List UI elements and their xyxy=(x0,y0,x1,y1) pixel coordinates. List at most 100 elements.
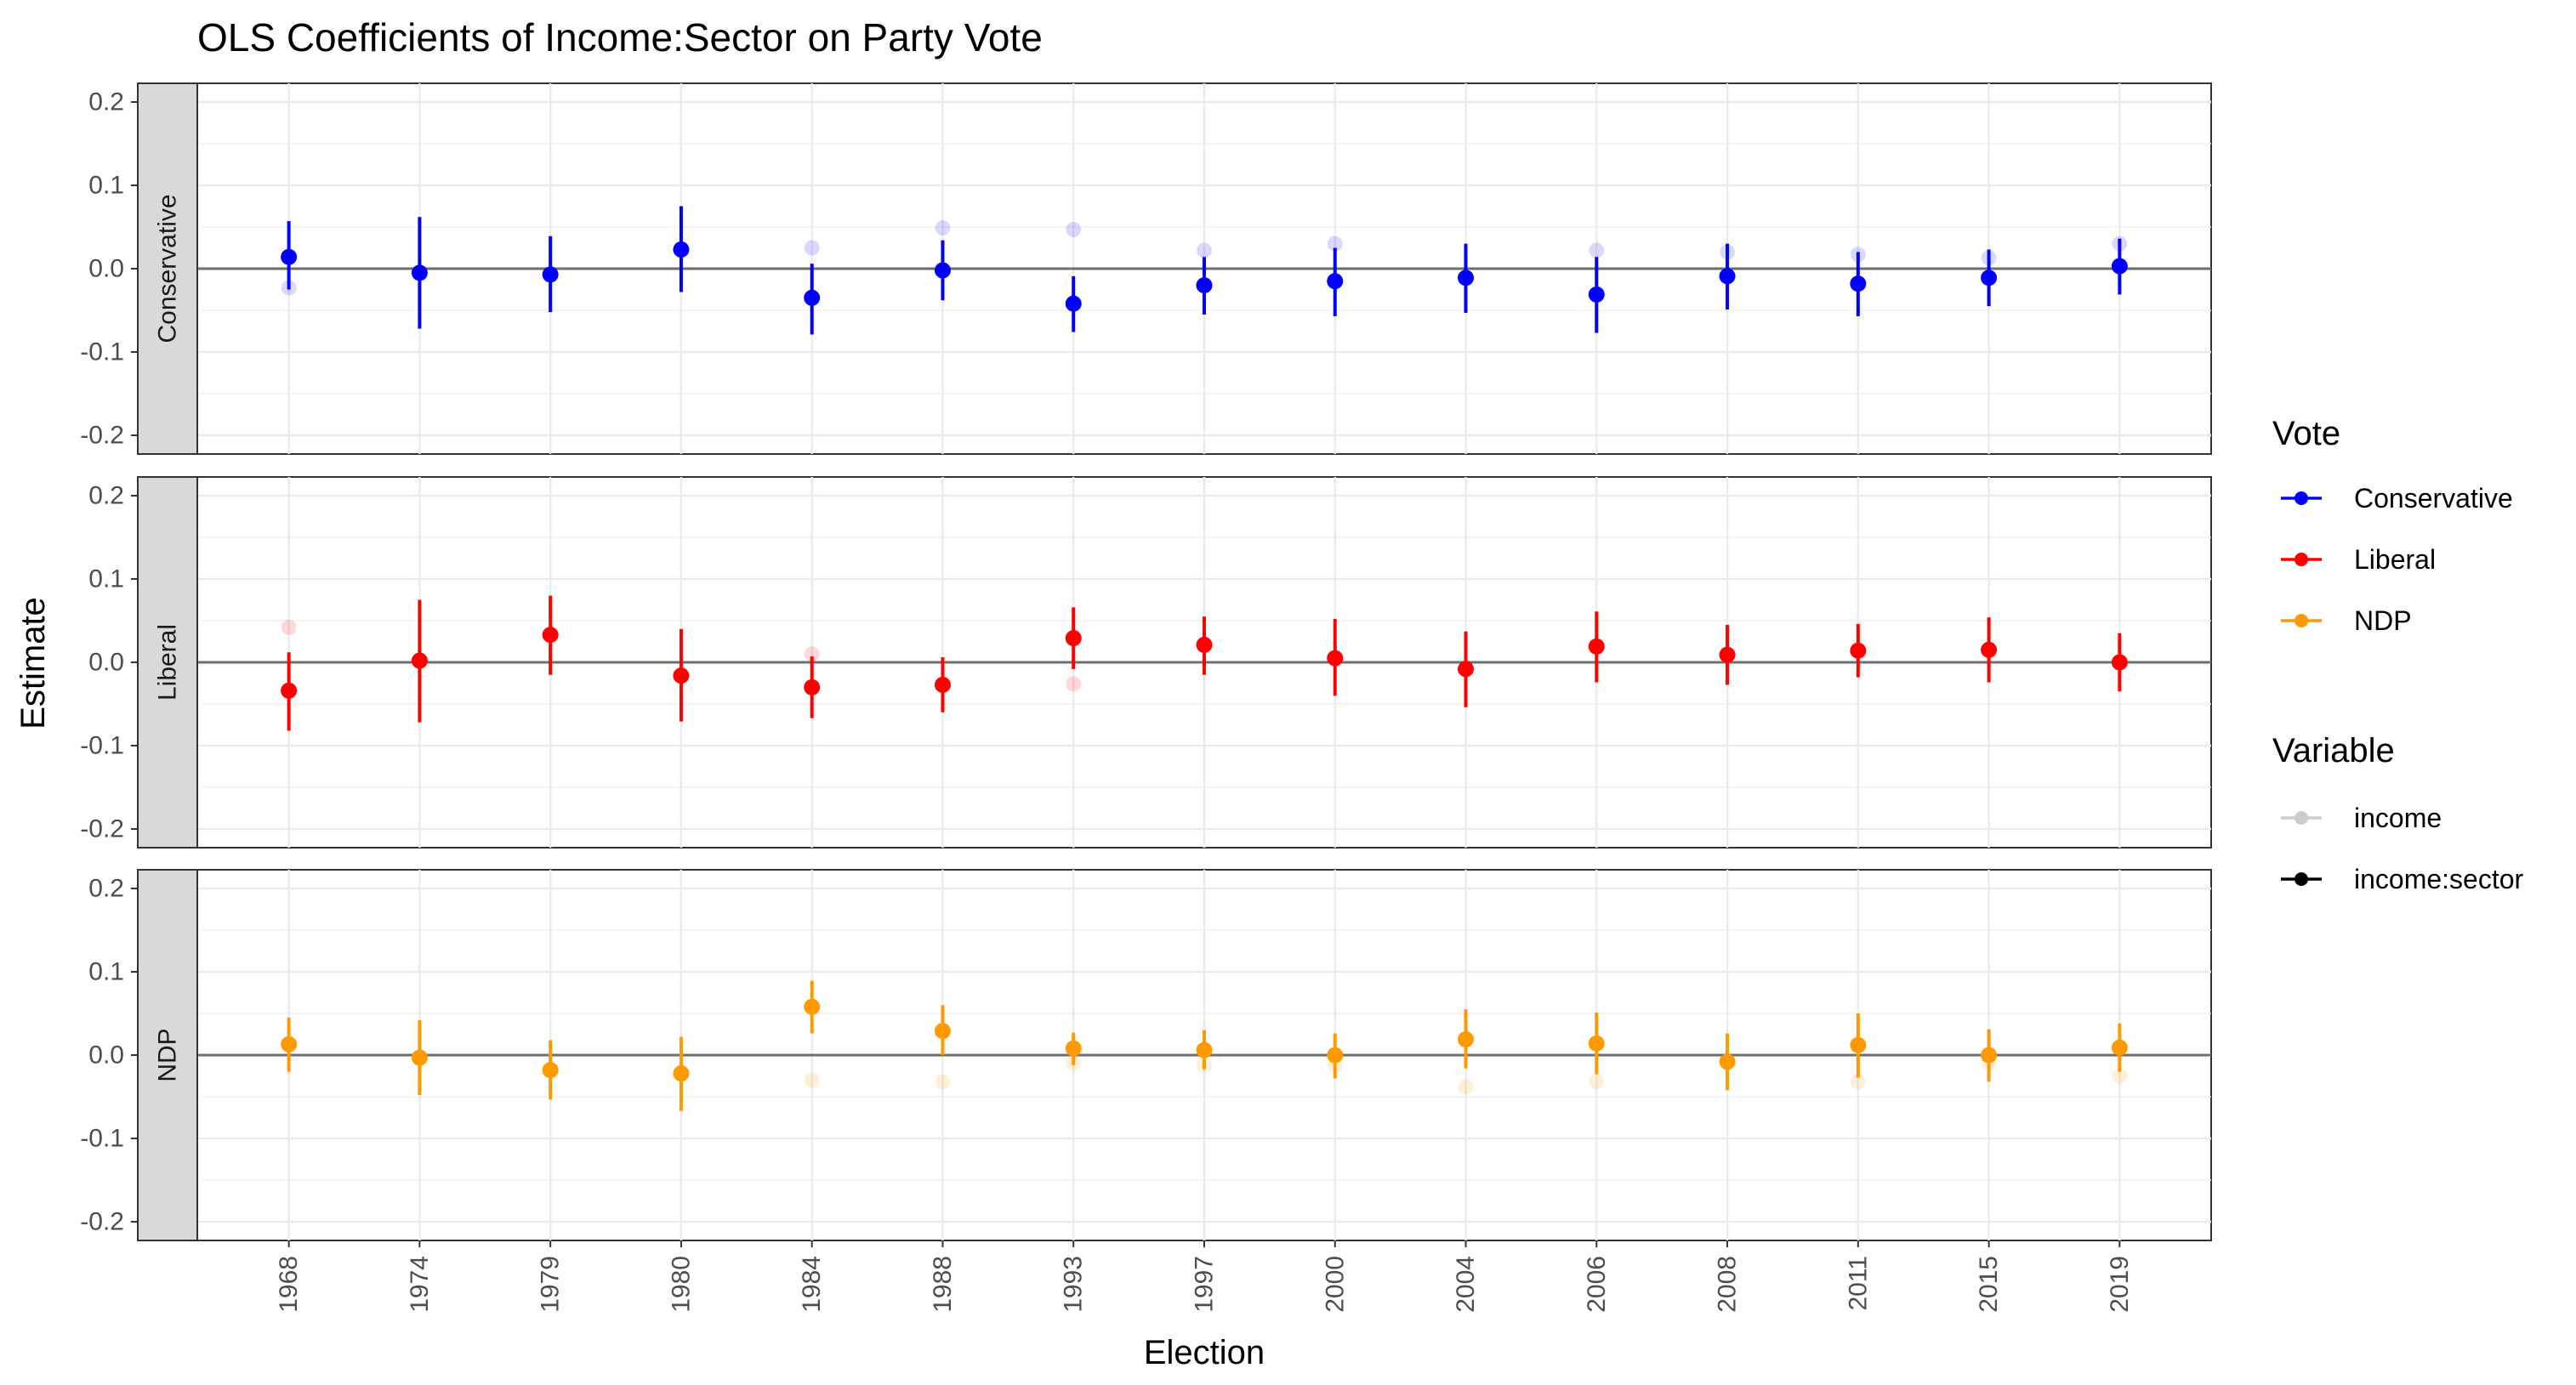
y-tick-label: 0.0 xyxy=(88,1042,124,1070)
income-sector-point xyxy=(411,264,428,281)
y-tick-label: -0.1 xyxy=(80,338,124,366)
income-sector-point xyxy=(1458,661,1475,678)
legend-label: NDP xyxy=(2354,605,2412,636)
legend-label: income:sector xyxy=(2354,864,2524,894)
facet-strip xyxy=(137,82,198,455)
y-tick-label: -0.1 xyxy=(80,1125,124,1153)
x-tick-label: 2019 xyxy=(2106,1256,2134,1313)
y-tick-label: 0.1 xyxy=(88,172,124,200)
income-sector-point xyxy=(1065,630,1082,647)
income-sector-point xyxy=(2111,1039,2128,1056)
facet-strip xyxy=(137,869,198,1241)
income-sector-point xyxy=(1327,1047,1344,1064)
legend-label: income xyxy=(2354,803,2442,833)
y-tick-label: 0.1 xyxy=(88,958,124,986)
income-sector-point xyxy=(2111,654,2128,671)
legend-key-point xyxy=(2295,614,2308,627)
legend-title-variable: Variable xyxy=(2272,732,2395,769)
y-tick-label: 0.2 xyxy=(88,875,124,903)
income-sector-point xyxy=(804,289,821,306)
y-tick-label: -0.1 xyxy=(80,732,124,760)
income-point xyxy=(1066,221,1082,237)
income-point xyxy=(1589,1074,1605,1090)
x-tick-label: 1988 xyxy=(929,1256,957,1313)
income-sector-point xyxy=(1981,270,1998,287)
income-sector-point xyxy=(1719,268,1736,285)
x-tick-label: 1993 xyxy=(1060,1256,1088,1313)
income-point xyxy=(804,646,820,662)
income-sector-point xyxy=(804,998,821,1015)
y-tick-label: 0.2 xyxy=(88,482,124,510)
x-tick-label: 2008 xyxy=(1714,1256,1742,1313)
x-tick-label: 2000 xyxy=(1321,1256,1349,1313)
y-tick-label: 0.0 xyxy=(88,649,124,677)
income-point xyxy=(804,1072,820,1088)
income-sector-point xyxy=(2111,258,2128,275)
income-point xyxy=(804,240,820,256)
legend-key-point xyxy=(2295,553,2308,566)
y-axis-title: Estimate xyxy=(14,597,52,729)
income-sector-point xyxy=(1327,650,1344,667)
income-point xyxy=(2112,1068,2128,1084)
income-sector-point xyxy=(1065,295,1082,312)
x-axis: 1968 1974 1979 1980 1984 1988 1993 1997 2000 2004… xyxy=(275,1240,2134,1313)
legend-key-point xyxy=(2295,491,2308,505)
x-tick-label: 1979 xyxy=(537,1256,565,1313)
income-sector-point xyxy=(1850,1036,1867,1053)
y-tick-label: -0.2 xyxy=(80,1208,124,1236)
income-sector-point xyxy=(411,1049,428,1066)
legend-label: Liberal xyxy=(2354,544,2436,575)
income-sector-point xyxy=(1458,1030,1475,1047)
facet-strip-label: Liberal xyxy=(154,624,182,701)
income-sector-point xyxy=(411,652,428,669)
y-tick-label: -0.2 xyxy=(80,422,124,450)
income-sector-point xyxy=(1719,1053,1736,1070)
income-sector-point xyxy=(1327,273,1344,290)
x-tick-label: 1968 xyxy=(275,1256,303,1313)
x-axis-title: Election xyxy=(1144,1334,1265,1371)
income-sector-point xyxy=(673,241,690,258)
income-sector-point xyxy=(1065,1040,1082,1057)
income-sector-point xyxy=(934,676,951,693)
income-sector-point xyxy=(542,266,559,283)
x-tick-label: 1997 xyxy=(1191,1256,1219,1313)
y-tick-label: 0.2 xyxy=(88,88,124,116)
income-sector-point xyxy=(542,1062,559,1079)
x-tick-label: 2004 xyxy=(1452,1256,1480,1313)
y-tick-label: 0.0 xyxy=(88,255,124,283)
facet-panel-conservative: Conservative -0.2 -0.1 0.0 0.1 0.2 xyxy=(80,82,2212,455)
x-tick-label: 2006 xyxy=(1583,1256,1611,1313)
income-point xyxy=(1850,1074,1866,1090)
income-sector-point xyxy=(1588,638,1605,655)
income-sector-point xyxy=(1458,270,1475,287)
income-sector-point xyxy=(1719,646,1736,663)
income-sector-point xyxy=(934,262,951,279)
income-sector-point xyxy=(1850,642,1867,659)
income-sector-point xyxy=(1196,277,1213,294)
income-sector-point xyxy=(1196,1042,1213,1059)
income-point xyxy=(1066,676,1082,692)
income-sector-point xyxy=(281,1036,298,1053)
legend-title-vote: Vote xyxy=(2272,415,2340,452)
legend: Vote Conservative Liberal NDP Variable income… xyxy=(2272,415,2524,894)
income-sector-point xyxy=(281,248,298,265)
facet-panel-ndp: NDP -0.2 -0.1 0.0 0.1 0.2 xyxy=(80,869,2212,1241)
facet-strip-label: NDP xyxy=(154,1028,182,1081)
income-sector-point xyxy=(1196,636,1213,653)
income-sector-point xyxy=(1588,1035,1605,1052)
income-sector-point xyxy=(673,667,690,684)
facet-strip xyxy=(137,476,198,849)
income-sector-point xyxy=(1981,1047,1998,1064)
income-point xyxy=(935,1074,951,1090)
income-sector-point xyxy=(673,1065,690,1082)
x-tick-label: 1984 xyxy=(798,1256,826,1313)
income-sector-point xyxy=(934,1023,951,1040)
income-point xyxy=(281,619,297,635)
income-sector-point xyxy=(1588,286,1605,303)
facet-strip-label: Conservative xyxy=(154,194,182,343)
y-tick-label: -0.2 xyxy=(80,815,124,843)
income-sector-point xyxy=(804,678,821,695)
legend-label: Conservative xyxy=(2354,483,2513,514)
x-tick-label: 2011 xyxy=(1844,1256,1872,1311)
